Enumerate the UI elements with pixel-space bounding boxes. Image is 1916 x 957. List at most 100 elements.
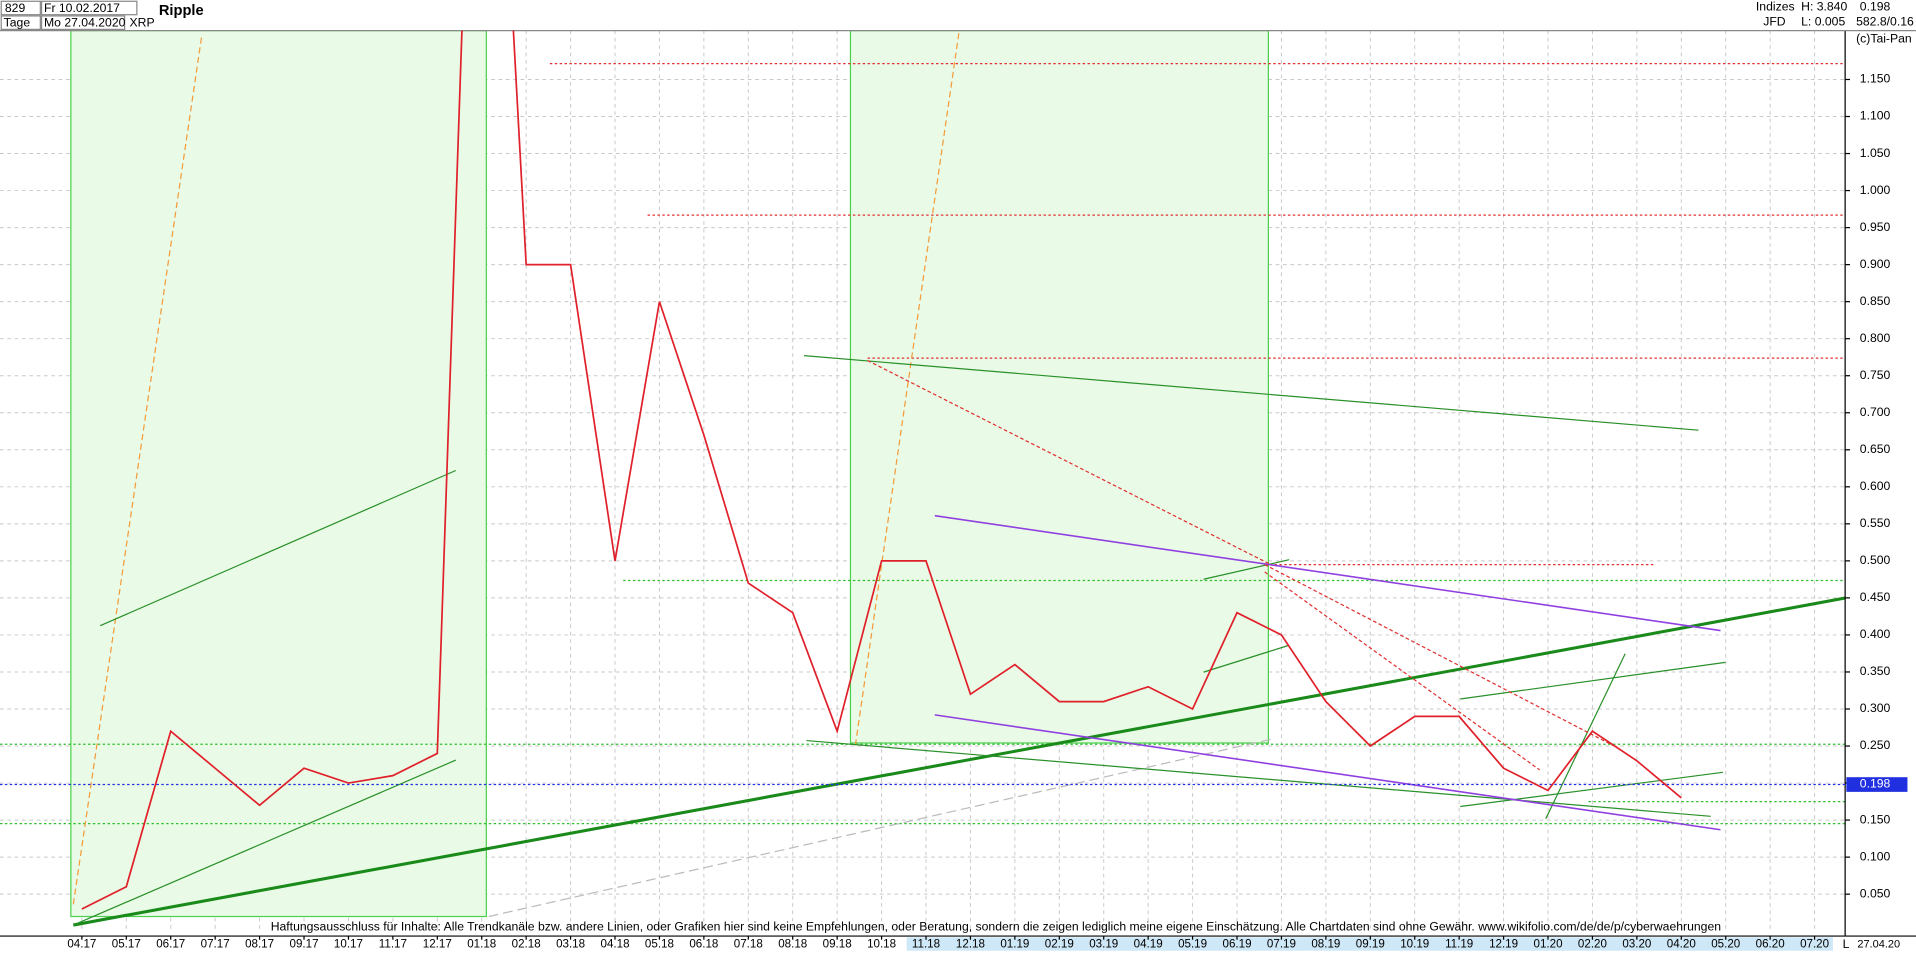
channel-line xyxy=(934,514,1721,632)
x-tick-label: 08.19 xyxy=(1311,938,1340,951)
x-tick-label: 10.19 xyxy=(1400,938,1429,951)
group: Indizes xyxy=(1756,0,1795,14)
x-tick-label: 09.18 xyxy=(823,938,852,951)
fan-line xyxy=(1264,571,1540,771)
trendline xyxy=(803,355,1699,431)
x-tick-label: 03.20 xyxy=(1622,938,1651,951)
x-tick-label: 09.19 xyxy=(1356,938,1385,951)
x-tick-label: 12.17 xyxy=(423,938,452,951)
y-tick-label: 0.900 xyxy=(1860,257,1891,271)
chart-title: Ripple xyxy=(159,3,204,19)
period: Tage xyxy=(4,15,31,29)
x-tick-label: 04.20 xyxy=(1667,938,1696,951)
x-tick-label: 01.20 xyxy=(1534,938,1563,951)
trendline xyxy=(1545,653,1626,820)
x-tick-label: 03.18 xyxy=(556,938,585,951)
x-tick-label: 08.18 xyxy=(778,938,807,951)
high: H: 3.840 xyxy=(1801,0,1847,14)
trendline xyxy=(1203,559,1290,580)
y-tick-label: 0.550 xyxy=(1860,516,1891,530)
y-tick-label: 0.650 xyxy=(1860,442,1891,456)
x-tick-label: 10.17 xyxy=(334,938,363,951)
y-tick-label: 0.500 xyxy=(1860,553,1891,567)
y-tick-label: 0.750 xyxy=(1860,368,1891,382)
x-tick-label: 06.17 xyxy=(156,938,185,951)
y-tick-label: 0.400 xyxy=(1860,627,1891,641)
x-tick-label: 02.20 xyxy=(1578,938,1607,951)
y-tick-label: 0.350 xyxy=(1860,664,1891,678)
trendline xyxy=(806,739,1711,817)
x-tick-label: 02.18 xyxy=(512,938,541,951)
x-tick-label: 09.17 xyxy=(290,938,319,951)
extra: 582.8/0.16 xyxy=(1856,14,1914,28)
fan-line xyxy=(854,30,960,746)
y-tick-label: 0.300 xyxy=(1860,701,1891,715)
y-tick-label: 0.050 xyxy=(1860,886,1891,900)
scale-mode: L xyxy=(1843,937,1850,951)
y-tick-label: 0.100 xyxy=(1860,849,1891,863)
y-tick-label: 0.800 xyxy=(1860,331,1891,345)
fan-line xyxy=(1264,564,1614,746)
y-tick-label: 1.000 xyxy=(1860,183,1891,197)
x-tick-label: 11.19 xyxy=(1445,938,1473,951)
trendline xyxy=(1203,644,1290,673)
y-tick-label: 1.100 xyxy=(1860,109,1891,123)
start-date: Fr 10.02.2017 xyxy=(44,1,120,15)
symbol: XRP xyxy=(130,15,155,29)
trendline xyxy=(1460,661,1726,700)
x-tick-label: 05.19 xyxy=(1178,938,1207,951)
x-tick-label: 06.20 xyxy=(1756,938,1785,951)
end-date-box[interactable] xyxy=(40,15,126,30)
x-tick-label: 07.17 xyxy=(201,938,230,951)
x-tick-label: 05.20 xyxy=(1711,938,1740,951)
x-tick-label: 06.19 xyxy=(1223,938,1252,951)
last-date: 27.04.20 xyxy=(1857,939,1900,951)
drawing-tools xyxy=(0,30,1846,927)
y-tick-label: 0.450 xyxy=(1860,590,1891,604)
y-tick-label: 0.850 xyxy=(1860,294,1891,308)
count-box[interactable] xyxy=(0,0,41,16)
fan-line xyxy=(867,359,1272,566)
y-tick-label: 0.950 xyxy=(1860,220,1891,234)
y-tick-label: 0.150 xyxy=(1860,812,1891,826)
x-tick-label: 04.18 xyxy=(601,938,630,951)
x-tick-label: 12.19 xyxy=(1489,938,1518,951)
x-tick-label: 01.18 xyxy=(467,938,496,951)
trendline xyxy=(73,596,1846,927)
zone xyxy=(849,30,1269,744)
x-tick-label: 11.18 xyxy=(912,938,940,951)
x-tick-label: 03.19 xyxy=(1089,938,1118,951)
y-tick-label: 0.250 xyxy=(1860,738,1891,752)
y-tick-label: 0.700 xyxy=(1860,405,1891,419)
disclaimer: Haftungsausschluss für Inhalte: Alle Tre… xyxy=(271,920,1721,934)
axis-highlight xyxy=(906,937,1833,951)
x-tick-label: 05.17 xyxy=(112,938,141,951)
x-tick-label: 06.18 xyxy=(689,938,718,951)
toolbar: 829 Fr 10.02.2017 Tage Mo 27.04.2020 XRP… xyxy=(0,0,1914,45)
x-tick-label: 02.19 xyxy=(1045,938,1074,951)
copyright: (c)Tai-Pan xyxy=(1856,31,1912,45)
x-tick-label: 12.18 xyxy=(956,938,985,951)
low: L: 0.005 xyxy=(1801,14,1845,28)
x-tick-label: 08.17 xyxy=(245,938,274,951)
last-price-header: 0.198 xyxy=(1860,0,1891,14)
trendline xyxy=(73,759,457,926)
x-tick-label: 11.17 xyxy=(379,938,407,951)
trendline xyxy=(1460,771,1724,808)
x-tick-label: 07.19 xyxy=(1267,938,1296,951)
x-tick-label: 07.18 xyxy=(734,938,763,951)
x-tick-label: 07.20 xyxy=(1800,938,1829,951)
x-tick-label: 05.18 xyxy=(645,938,674,951)
period-box[interactable] xyxy=(0,15,41,30)
last-price-box xyxy=(1846,777,1908,792)
x-tick-label: 04.17 xyxy=(67,938,96,951)
y-tick-label: 0.600 xyxy=(1860,479,1891,493)
y-tick-label: 1.150 xyxy=(1860,72,1891,86)
zone xyxy=(70,30,487,918)
start-date-box[interactable] xyxy=(40,0,138,16)
y-tick-label: 1.050 xyxy=(1860,146,1891,160)
count: 829 xyxy=(5,1,26,15)
source: JFD xyxy=(1763,14,1786,28)
trendline xyxy=(99,469,457,627)
